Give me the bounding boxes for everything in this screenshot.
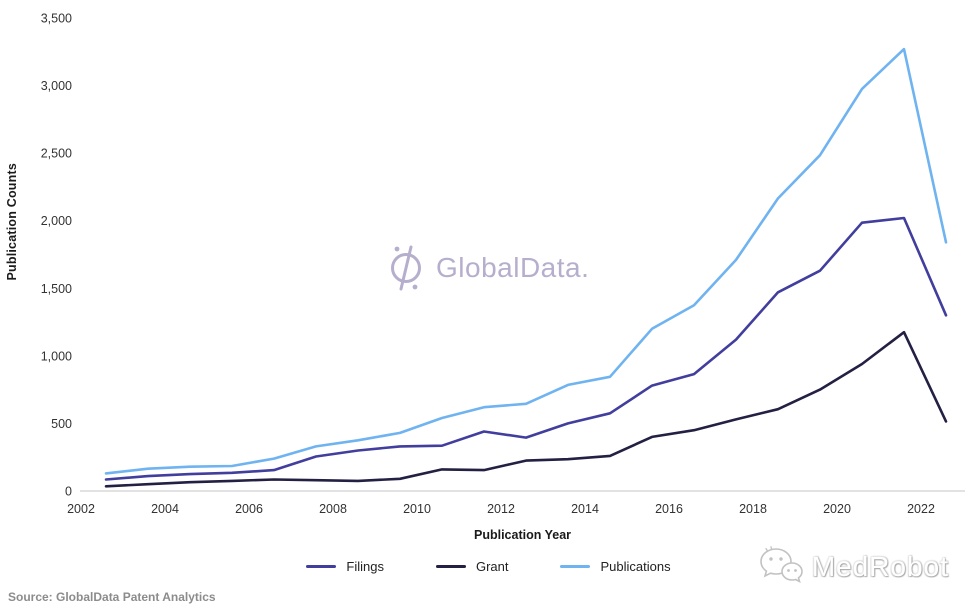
- legend-label-filings: Filings: [346, 559, 384, 574]
- svg-text:2022: 2022: [907, 502, 935, 516]
- svg-text:2008: 2008: [319, 502, 347, 516]
- publications-line-swatch: [560, 565, 591, 568]
- svg-text:2,000: 2,000: [41, 214, 72, 228]
- globaldata-watermark: GlobalData.: [385, 244, 589, 292]
- x-axis-title: Publication Year: [473, 528, 572, 542]
- series-line-publications: [104, 47, 948, 475]
- legend-label-grant: Grant: [475, 559, 509, 574]
- legend-item-grant: Grant: [435, 559, 509, 574]
- grant-line-swatch: [435, 565, 466, 568]
- svg-text:1,000: 1,000: [41, 349, 72, 363]
- svg-text:2020: 2020: [823, 502, 851, 516]
- source-attribution: Source: GlobalData Patent Analytics: [8, 590, 216, 604]
- x-axis-tick-labels: 2002 2004 2006 2008 2010 2012 2014 2016 2018 2020…: [67, 502, 935, 516]
- legend-label-publications: Publications: [600, 559, 671, 574]
- svg-text:2002: 2002: [67, 502, 95, 516]
- svg-text:2012: 2012: [487, 502, 515, 516]
- y-axis-tick-labels: 0 500 1,000 1,500 2,000 2,500 3,000 3,500: [41, 12, 72, 499]
- svg-text:500: 500: [51, 417, 72, 431]
- legend-item-filings: Filings: [306, 559, 384, 574]
- svg-text:2016: 2016: [655, 502, 683, 516]
- series-line-filings: [104, 216, 948, 481]
- medrobot-watermark: MedRobot: [758, 546, 949, 588]
- y-axis-title: Publication Counts: [5, 163, 19, 281]
- chat-robot-icon: [760, 546, 803, 584]
- svg-text:0: 0: [65, 485, 72, 499]
- globaldata-watermark-text: GlobalData.: [436, 252, 590, 283]
- svg-text:2,500: 2,500: [41, 147, 72, 161]
- svg-text:2014: 2014: [571, 502, 599, 516]
- svg-text:2004: 2004: [151, 502, 179, 516]
- series-line-grant: [104, 330, 948, 488]
- svg-text:3,000: 3,000: [41, 79, 72, 93]
- svg-text:2010: 2010: [403, 502, 431, 516]
- svg-text:2018: 2018: [739, 502, 767, 516]
- svg-text:2006: 2006: [235, 502, 263, 516]
- chart-legend: Filings Grant Publications: [0, 559, 977, 574]
- svg-text:3,500: 3,500: [41, 12, 72, 26]
- series-lines: [104, 47, 948, 488]
- filings-line-swatch: [306, 565, 337, 568]
- medrobot-watermark-text: MedRobot: [811, 551, 949, 582]
- globaldata-logo-icon: [391, 245, 421, 291]
- legend-item-publications: Publications: [560, 559, 671, 574]
- svg-text:1,500: 1,500: [41, 282, 72, 296]
